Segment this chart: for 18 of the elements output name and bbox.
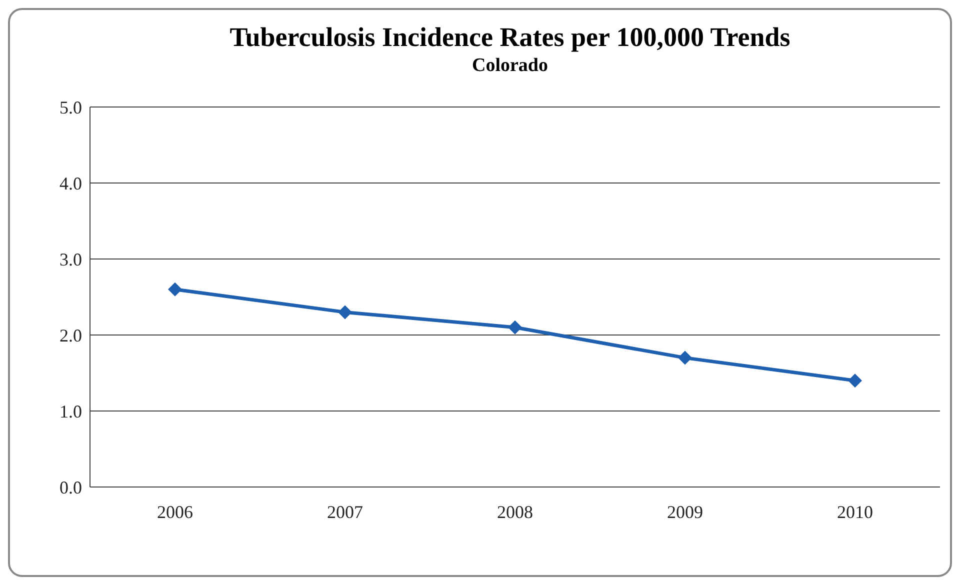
chart-subtitle: Colorado	[471, 55, 549, 77]
y-tick-label: 0.0	[60, 477, 82, 498]
x-tick-label: 2008	[497, 502, 533, 522]
point	[508, 320, 522, 334]
x-tick-label: 2010	[837, 502, 873, 522]
point	[848, 374, 862, 388]
point	[168, 282, 182, 296]
y-tick-label: 2.0	[60, 325, 82, 346]
y-tick-label: 4.0	[60, 173, 82, 194]
chart-title: Tuberculosis Incidence Rates per 100,000 Trends	[228, 22, 792, 53]
point	[338, 305, 352, 320]
x-tick-label: 2009	[667, 502, 703, 522]
y-tick-label: 3.0	[60, 249, 82, 270]
y-tick-label: 1.0	[60, 401, 82, 422]
point	[678, 350, 692, 365]
x-tick-label: 2006	[157, 502, 193, 522]
x-tick-label: 2007	[327, 502, 363, 522]
y-tick-label: 5.0	[60, 97, 82, 118]
